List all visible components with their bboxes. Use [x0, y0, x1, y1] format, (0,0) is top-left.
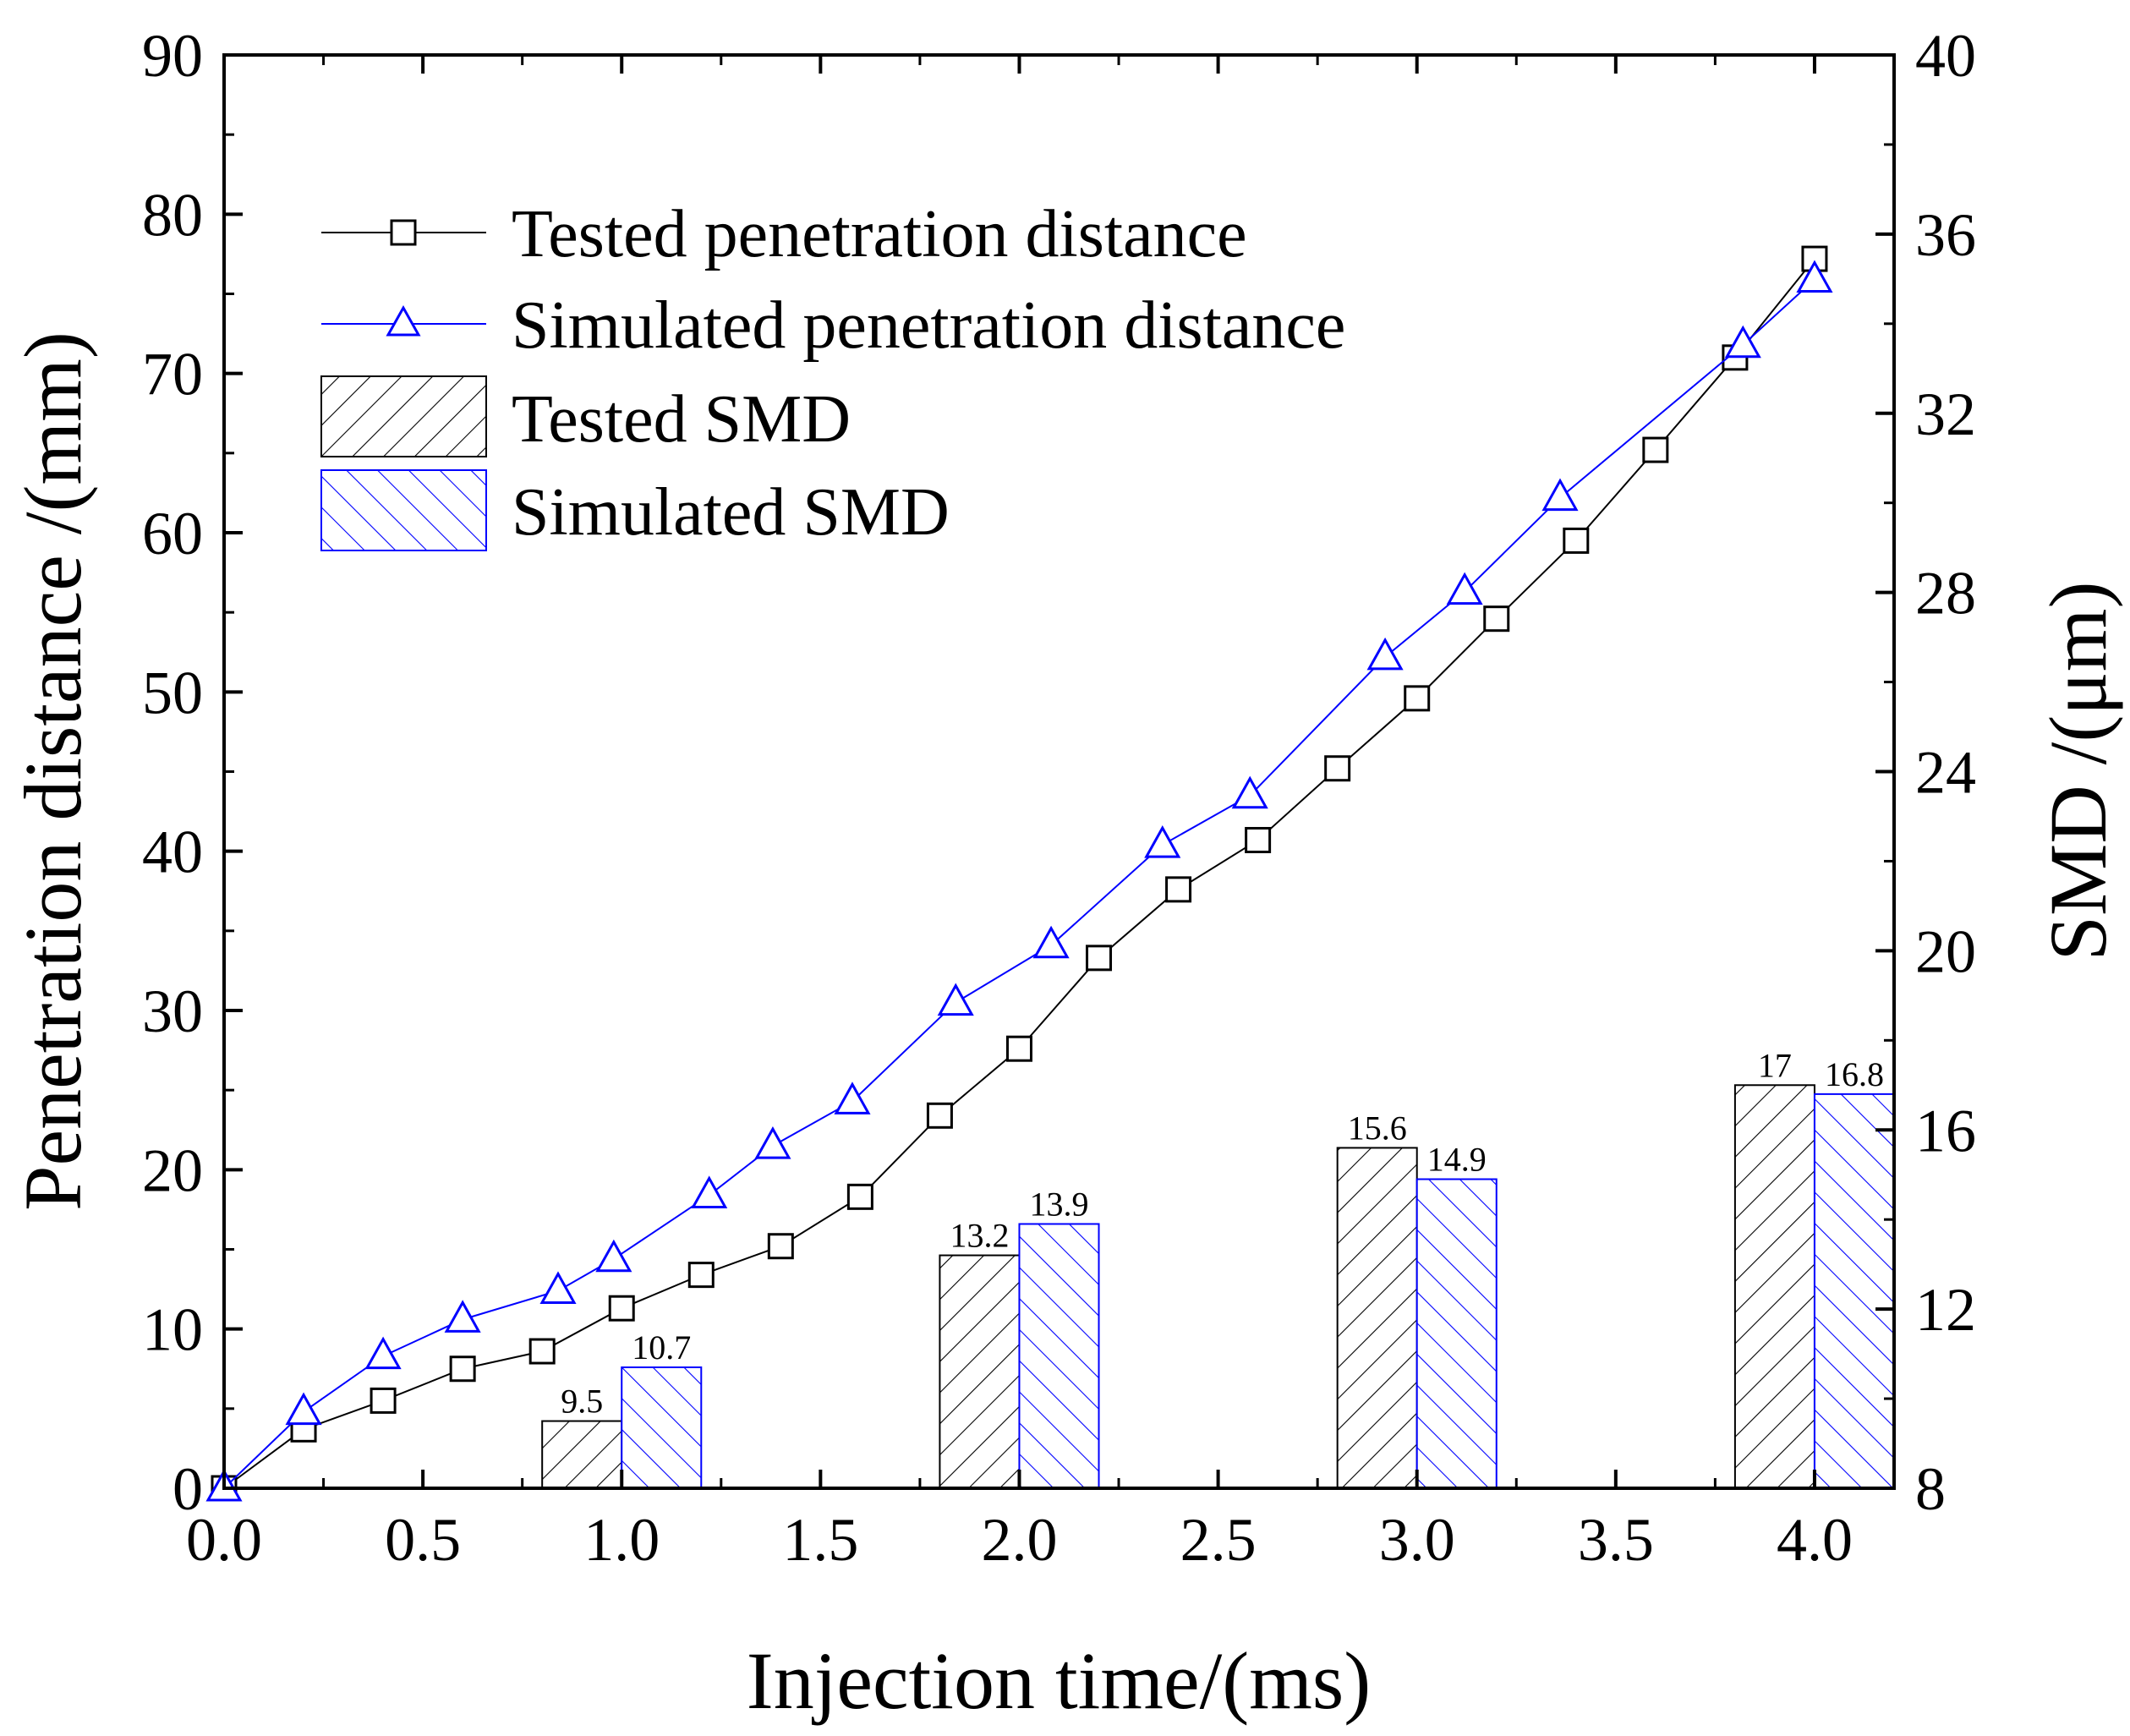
- y-left-tick-label: 40: [142, 819, 203, 886]
- simulated-smd-bar: [621, 1366, 703, 1489]
- tested-penetration-point: [1245, 826, 1272, 853]
- tested-penetration-point: [1563, 527, 1590, 554]
- bar-value-label: 16.8: [1825, 1055, 1884, 1093]
- tested-penetration-point: [1005, 1035, 1032, 1062]
- y-right-tick-label: 20: [1915, 917, 1976, 985]
- bar-value-label: 13.2: [950, 1217, 1009, 1255]
- legend-label-tested-penetration: Tested penetration distance: [512, 197, 1247, 271]
- simulated-penetration-point: [1796, 260, 1833, 293]
- tested-penetration-point: [449, 1355, 476, 1383]
- x-tick-label: 0.5: [385, 1506, 461, 1574]
- axes: 0.0 0.5 1.0 1.5 2.0 2.5 3.0 3.5 4.0 0 10 20 30 40 50 60…: [142, 22, 1976, 1574]
- legend-triangle-icon: [386, 304, 421, 337]
- x-tick-label: 1.5: [782, 1506, 858, 1574]
- y-right-tick-label: 40: [1915, 22, 1976, 90]
- x-tick-label: 0.0: [186, 1506, 262, 1574]
- y-right-tick-label: 8: [1915, 1455, 1946, 1523]
- tested-smd-bar: [1733, 1084, 1815, 1489]
- tested-penetration-point: [1642, 436, 1669, 463]
- bar-value-label: 13.9: [1030, 1185, 1089, 1223]
- tested-smd-bar: [1336, 1147, 1418, 1489]
- legend-square-icon: [390, 219, 417, 246]
- tested-penetration-point: [1324, 755, 1351, 782]
- legend-label-simulated-penetration: Simulated penetration distance: [512, 288, 1345, 363]
- penetration-lines: [205, 245, 1833, 1502]
- x-tick-label: 2.0: [981, 1506, 1057, 1574]
- bar-value-label: 17: [1758, 1046, 1792, 1084]
- y-left-axis-title: Penetration distance /(mm): [8, 331, 98, 1211]
- y-left-tick-label: 50: [142, 659, 203, 726]
- tested-penetration-point: [528, 1338, 556, 1365]
- tested-smd-bar: [939, 1254, 1021, 1489]
- simulated-penetration-point: [937, 983, 974, 1016]
- y-left-tick-label: 70: [142, 341, 203, 408]
- y-left-tick-label: 0: [172, 1455, 203, 1523]
- y-right-tick-label: 12: [1915, 1276, 1976, 1344]
- simulated-penetration-point: [691, 1175, 728, 1208]
- tested-penetration-point: [1483, 605, 1510, 633]
- x-tick-label: 4.0: [1777, 1506, 1853, 1574]
- tested-penetration-point: [1165, 876, 1192, 903]
- y-right-tick-label: 36: [1915, 201, 1976, 269]
- y-left-tick-label: 60: [142, 500, 203, 567]
- tested-penetration-point: [1404, 685, 1431, 712]
- y-left-tick-label: 80: [142, 181, 203, 249]
- y-right-tick-label: 24: [1915, 739, 1976, 807]
- simulated-penetration-point: [1366, 637, 1404, 671]
- x-tick-label: 3.5: [1578, 1506, 1654, 1574]
- y-right-axis-title: SMD /(μm): [2033, 582, 2123, 961]
- y-right-tick-label: 16: [1915, 1097, 1976, 1164]
- simulated-penetration-point: [834, 1082, 871, 1114]
- simulated-penetration-point: [1231, 775, 1268, 809]
- bar-value-label: 10.7: [632, 1328, 691, 1366]
- simulated-smd-bar: [1813, 1093, 1896, 1489]
- tested-penetration-point: [926, 1102, 953, 1129]
- tested-penetration-point: [370, 1387, 397, 1414]
- x-axis-title: Injection time/(ms): [747, 1635, 1371, 1726]
- smd-bars: 9.5 13.2 15.6 17 10.7 13.9 14.9 16.8: [541, 1046, 1896, 1489]
- y-right-tick-label: 32: [1915, 381, 1976, 448]
- simulated-penetration-point: [1541, 478, 1579, 512]
- legend-swatch-simulated-smd: [320, 469, 487, 551]
- legend: Tested penetration distance Simulated pe…: [320, 197, 1345, 551]
- tested-penetration-point: [687, 1262, 715, 1289]
- simulated-penetration-point: [1032, 925, 1070, 959]
- simulated-penetration-point: [364, 1336, 402, 1370]
- tested-penetration-point: [608, 1295, 635, 1322]
- simulated-penetration-point: [1446, 572, 1483, 605]
- simulated-penetration-point: [595, 1239, 632, 1273]
- simulated-penetration-point: [1724, 325, 1761, 359]
- y-left-tick-label: 90: [142, 22, 203, 90]
- legend-label-tested-smd: Tested SMD: [512, 382, 851, 457]
- simulated-penetration-point: [539, 1271, 577, 1304]
- tested-penetration-point: [767, 1233, 794, 1260]
- simulated-penetration-point: [754, 1126, 791, 1159]
- bar-value-label: 15.6: [1348, 1109, 1407, 1147]
- simulated-penetration-point: [285, 1392, 322, 1426]
- legend-label-simulated-smd: Simulated SMD: [512, 475, 950, 550]
- bar-value-label: 14.9: [1427, 1141, 1487, 1179]
- tested-smd-bar: [541, 1420, 623, 1489]
- simulated-penetration-point: [444, 1300, 481, 1333]
- x-tick-label: 3.0: [1379, 1506, 1455, 1574]
- bar-value-label: 9.5: [561, 1383, 603, 1421]
- simulated-smd-bar: [1018, 1223, 1100, 1489]
- y-left-tick-label: 20: [142, 1136, 203, 1204]
- legend-swatch-tested-smd: [320, 375, 487, 457]
- x-tick-label: 2.5: [1180, 1506, 1257, 1574]
- y-left-tick-label: 30: [142, 978, 203, 1045]
- tested-penetration-point: [1086, 945, 1113, 972]
- simulated-penetration-point: [1144, 825, 1181, 858]
- simulated-smd-bar: [1415, 1178, 1498, 1489]
- tested-penetration-point: [846, 1183, 873, 1210]
- y-left-tick-label: 10: [142, 1296, 203, 1364]
- y-right-tick-label: 28: [1915, 560, 1976, 627]
- x-tick-label: 1.0: [583, 1506, 660, 1574]
